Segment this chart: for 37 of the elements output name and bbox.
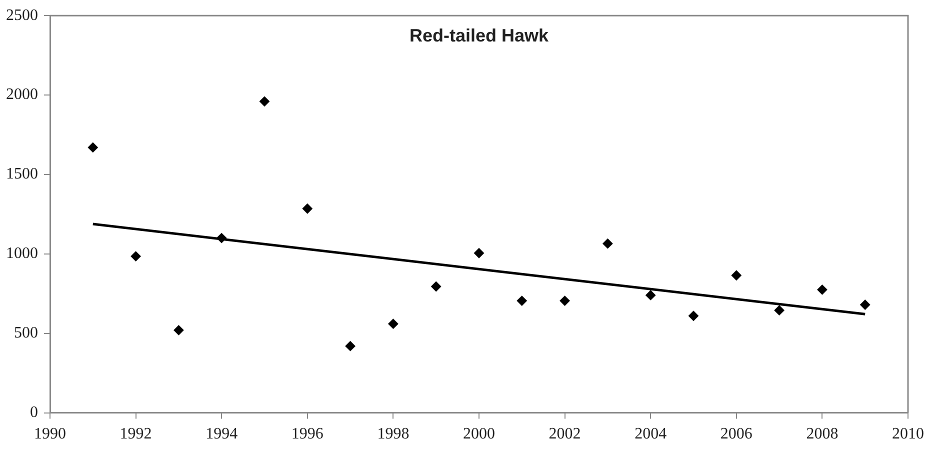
point — [260, 96, 270, 106]
point — [731, 270, 742, 280]
point — [302, 204, 312, 214]
x-tick-label: 2010 — [892, 426, 924, 443]
point — [774, 305, 784, 316]
point — [560, 296, 570, 306]
y-tick-label: 1000 — [6, 245, 38, 262]
x-tick-label: 1992 — [120, 426, 152, 443]
point — [817, 284, 828, 295]
x-tick-label: 2000 — [463, 426, 495, 443]
point — [688, 310, 698, 321]
x-tick-label: 2008 — [806, 426, 838, 443]
y-tick-label: 2000 — [6, 86, 38, 104]
x-tick-label: 1994 — [206, 426, 238, 443]
point — [474, 248, 484, 258]
point — [345, 341, 356, 352]
x-tick-label: 2002 — [548, 426, 581, 443]
point — [130, 251, 141, 262]
point — [88, 142, 98, 152]
point — [646, 290, 656, 300]
y-tick-label: 2500 — [6, 6, 38, 24]
point — [602, 238, 613, 249]
x-tick-label: 2004 — [634, 426, 667, 443]
text: Red-tailed Hawk — [409, 26, 550, 46]
point — [431, 281, 442, 292]
y-tick-label: 500 — [14, 324, 38, 342]
point — [860, 300, 870, 310]
point — [516, 296, 527, 306]
y-tick-label: 1500 — [6, 166, 38, 183]
x-tick-label: 1990 — [34, 426, 66, 443]
point — [174, 325, 184, 336]
point — [388, 318, 398, 329]
x-tick-label: 1998 — [377, 426, 410, 443]
y-tick-label: 0 — [30, 404, 38, 422]
point — [216, 233, 227, 244]
x-tick-label: 2006 — [720, 426, 752, 443]
x-tick-label: 1996 — [291, 426, 324, 443]
